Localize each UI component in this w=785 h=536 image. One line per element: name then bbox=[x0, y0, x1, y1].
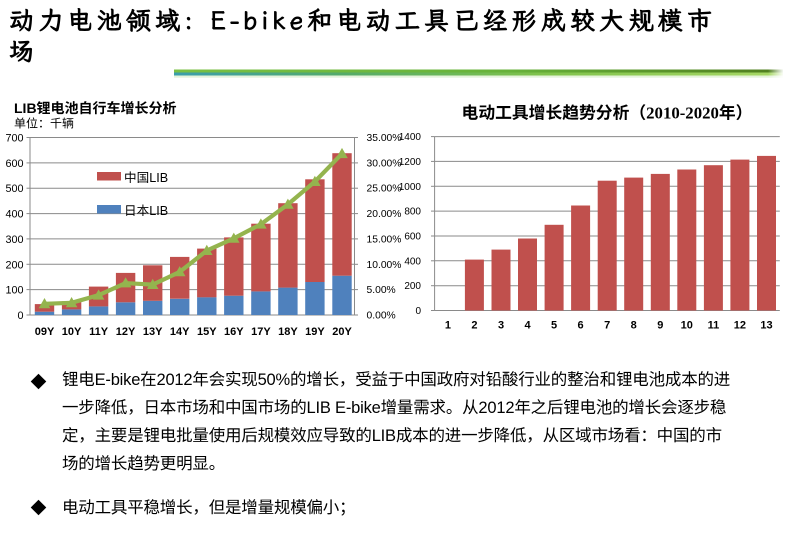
svg-text:18Y: 18Y bbox=[278, 326, 298, 338]
svg-text:9: 9 bbox=[657, 320, 663, 332]
svg-text:30.00%: 30.00% bbox=[367, 158, 402, 169]
svg-text:600: 600 bbox=[404, 232, 421, 243]
svg-text:0.00%: 0.00% bbox=[367, 311, 396, 322]
svg-text:700: 700 bbox=[5, 133, 23, 145]
svg-text:5: 5 bbox=[551, 320, 557, 332]
svg-text:17Y: 17Y bbox=[251, 326, 271, 338]
svg-text:13: 13 bbox=[760, 320, 772, 332]
svg-text:15.00%: 15.00% bbox=[367, 234, 402, 245]
svg-text:3: 3 bbox=[498, 320, 504, 332]
svg-text:200: 200 bbox=[404, 281, 421, 292]
svg-text:15Y: 15Y bbox=[197, 326, 217, 338]
svg-text:1400: 1400 bbox=[399, 132, 422, 143]
svg-text:13Y: 13Y bbox=[143, 326, 163, 338]
svg-text:35.00%: 35.00% bbox=[367, 133, 402, 144]
svg-text:10: 10 bbox=[681, 320, 693, 332]
svg-text:16Y: 16Y bbox=[224, 326, 244, 338]
svg-text:400: 400 bbox=[5, 209, 23, 221]
svg-text:1000: 1000 bbox=[399, 182, 422, 193]
svg-text:600: 600 bbox=[5, 158, 23, 170]
svg-text:6: 6 bbox=[578, 320, 584, 332]
svg-text:11Y: 11Y bbox=[89, 326, 109, 338]
svg-text:0: 0 bbox=[17, 310, 23, 322]
svg-text:400: 400 bbox=[404, 256, 421, 267]
svg-text:2: 2 bbox=[471, 320, 477, 332]
svg-text:11: 11 bbox=[708, 320, 720, 332]
svg-text:200: 200 bbox=[5, 259, 23, 271]
svg-text:单位：千辆: 单位：千辆 bbox=[14, 117, 74, 131]
svg-text:日本LIB: 日本LIB bbox=[124, 204, 168, 218]
svg-text:12: 12 bbox=[734, 320, 746, 332]
svg-text:1200: 1200 bbox=[399, 157, 422, 168]
svg-text:800: 800 bbox=[404, 207, 421, 218]
svg-text:09Y: 09Y bbox=[35, 326, 55, 338]
svg-text:1: 1 bbox=[445, 320, 451, 332]
svg-text:7: 7 bbox=[604, 320, 610, 332]
svg-text:5.00%: 5.00% bbox=[367, 285, 396, 296]
svg-text:10.00%: 10.00% bbox=[367, 260, 402, 271]
svg-text:25.00%: 25.00% bbox=[367, 184, 402, 195]
svg-text:4: 4 bbox=[524, 320, 531, 332]
svg-text:20Y: 20Y bbox=[332, 326, 352, 338]
svg-text:12Y: 12Y bbox=[116, 326, 136, 338]
svg-text:中国LIB: 中国LIB bbox=[124, 171, 168, 185]
svg-text:500: 500 bbox=[5, 183, 23, 195]
svg-text:100: 100 bbox=[5, 285, 23, 297]
svg-text:14Y: 14Y bbox=[170, 326, 190, 338]
svg-text:0: 0 bbox=[415, 306, 421, 317]
svg-text:19Y: 19Y bbox=[305, 326, 325, 338]
svg-text:300: 300 bbox=[5, 234, 23, 246]
svg-text:8: 8 bbox=[631, 320, 637, 332]
svg-text:20.00%: 20.00% bbox=[367, 209, 402, 220]
svg-text:电动工具增长趋势分析（2010-2020年）: 电动工具增长趋势分析（2010-2020年） bbox=[462, 103, 753, 122]
svg-text:LIB锂电池自行车增长分析: LIB锂电池自行车增长分析 bbox=[14, 100, 177, 116]
svg-text:10Y: 10Y bbox=[62, 326, 82, 338]
